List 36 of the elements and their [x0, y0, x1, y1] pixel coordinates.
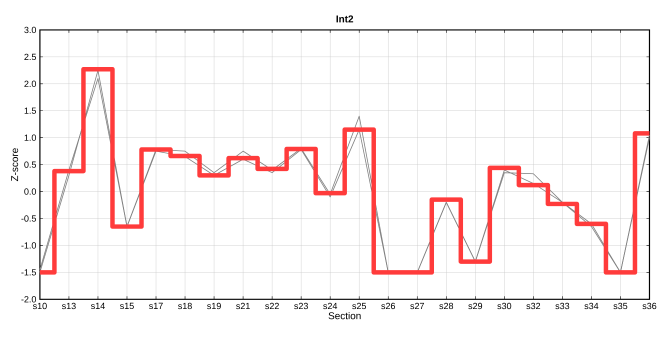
x-tick-label: s23 — [294, 302, 308, 310]
x-tick-label: s29 — [468, 302, 482, 310]
y-tick-label: 0.5 — [24, 161, 36, 168]
x-tick-label: s15 — [120, 302, 134, 309]
y-tick-label: 2.0 — [24, 80, 36, 87]
y-tick-label: 2.5 — [24, 54, 36, 60]
x-tick-label: s33 — [555, 302, 570, 310]
x-tick-label: s17 — [149, 302, 163, 309]
x-tick-label: s10 — [32, 302, 47, 310]
x-tick-label: s22 — [265, 302, 279, 310]
x-tick-label: s28 — [439, 302, 454, 310]
y-tick-label: 1.0 — [24, 134, 36, 141]
x-tick-label: s19 — [207, 302, 221, 310]
y-tick-label: 3.0 — [24, 26, 36, 34]
y-tick-label: -2.0 — [21, 296, 36, 302]
x-tick-label: s25 — [352, 302, 366, 310]
x-tick-label: s13 — [62, 302, 76, 310]
y-tick-label: 0.0 — [24, 188, 36, 195]
y-axis-title: Z-score — [11, 148, 18, 182]
x-tick-label: s32 — [526, 302, 540, 310]
chart-title: Int2 — [336, 15, 354, 22]
y-tick-label: -0.5 — [21, 215, 36, 222]
x-tick-label: s27 — [410, 302, 424, 310]
x-tick-label: s26 — [381, 302, 396, 310]
x-tick-label: s30 — [497, 302, 512, 310]
x-tick-label: s35 — [613, 302, 628, 310]
x-tick-label: s24 — [323, 302, 338, 310]
x-tick-label: s21 — [236, 302, 250, 310]
y-tick-label: 1.5 — [24, 108, 36, 114]
x-tick-label: s36 — [642, 302, 656, 310]
y-tick-label: -1.5 — [21, 269, 36, 276]
y-tick-label: -1.0 — [21, 242, 36, 249]
x-tick-label: s18 — [178, 302, 192, 310]
x-tick-label: s34 — [584, 302, 598, 310]
x-axis-title: Section — [328, 312, 361, 320]
x-tick-label: s14 — [91, 302, 105, 309]
